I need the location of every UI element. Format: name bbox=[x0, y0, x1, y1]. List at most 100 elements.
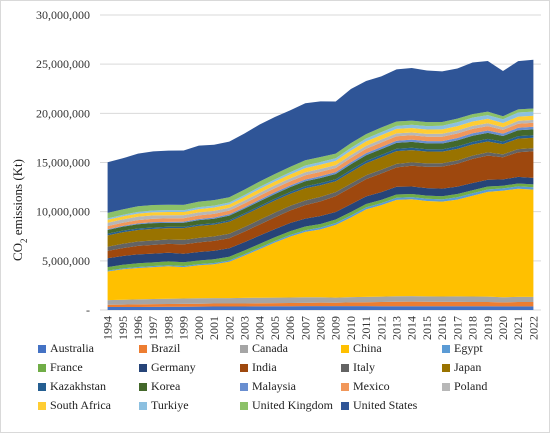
x-tick-label: 2008 bbox=[314, 316, 328, 340]
x-tick-label: 1995 bbox=[116, 316, 130, 340]
legend-swatch bbox=[240, 382, 248, 391]
legend-label: India bbox=[252, 360, 277, 374]
legend-item: Egypt bbox=[442, 341, 543, 356]
area-china bbox=[107, 188, 534, 301]
legend-item: United Kingdom bbox=[240, 398, 341, 413]
x-tick-label: 2002 bbox=[222, 316, 236, 340]
legend-label: Canada bbox=[252, 341, 288, 355]
y-tick-label: 20,000,000 bbox=[36, 106, 90, 120]
area-kazakhstan bbox=[107, 135, 534, 236]
legend-label: United States bbox=[353, 398, 418, 412]
legend-item: Australia bbox=[38, 341, 139, 356]
legend-label: Italy bbox=[353, 360, 375, 374]
area-egypt bbox=[107, 186, 534, 272]
legend-label: South Africa bbox=[50, 398, 111, 412]
area-japan bbox=[107, 137, 534, 247]
legend-label: Mexico bbox=[353, 379, 390, 393]
x-tick-label: 1998 bbox=[161, 316, 175, 340]
legend-swatch bbox=[341, 401, 349, 410]
y-tick-labels: - 5,000,000 10,000,000 15,000,000 20,000,000… bbox=[36, 8, 90, 317]
area-australia bbox=[107, 306, 534, 310]
x-tick-label: 2018 bbox=[466, 316, 480, 340]
x-tick-label: 2013 bbox=[390, 316, 404, 340]
area-canada bbox=[107, 296, 534, 305]
x-tick-label: 2016 bbox=[435, 316, 449, 340]
legend-swatch bbox=[240, 363, 248, 372]
x-tick-label: 1996 bbox=[131, 316, 145, 340]
x-tick-label: 2005 bbox=[268, 316, 282, 340]
legend-label: Turkiye bbox=[151, 398, 189, 412]
x-tick-label: 2003 bbox=[237, 316, 251, 340]
legend-item: Malaysia bbox=[240, 379, 341, 394]
x-tick-label: 2017 bbox=[450, 316, 464, 340]
legend-swatch bbox=[38, 363, 46, 372]
series-areas bbox=[107, 59, 534, 310]
area-korea bbox=[107, 129, 534, 234]
legend-item: Turkiye bbox=[139, 398, 240, 413]
x-tick-label: 2012 bbox=[374, 316, 388, 340]
y-tick-label: 30,000,000 bbox=[36, 8, 90, 22]
legend-swatch bbox=[139, 382, 147, 391]
y-axis-label-suffix: emissions (Kt) bbox=[10, 159, 25, 238]
area-india bbox=[107, 151, 534, 259]
legend-item: Kazakhstan bbox=[38, 379, 139, 394]
legend-label: China bbox=[353, 341, 382, 355]
x-tick-label: 2004 bbox=[253, 316, 267, 340]
area-united-states bbox=[107, 59, 534, 213]
legend-swatch bbox=[240, 401, 248, 410]
x-tick-label: 2001 bbox=[207, 316, 221, 340]
legend-item: Mexico bbox=[341, 379, 442, 394]
area-italy bbox=[107, 148, 534, 251]
legend-swatch bbox=[38, 382, 46, 391]
legend-swatch bbox=[442, 363, 450, 372]
legend-swatch bbox=[139, 344, 147, 353]
x-tick-label: 2009 bbox=[329, 316, 343, 340]
legend-label: Egypt bbox=[454, 341, 483, 355]
legend-item: Italy bbox=[341, 360, 442, 375]
legend-swatch bbox=[341, 363, 349, 372]
legend-label: Malaysia bbox=[252, 379, 296, 393]
legend-swatch bbox=[442, 344, 450, 353]
legend-label: United Kingdom bbox=[252, 398, 333, 412]
legend-swatch bbox=[442, 382, 450, 391]
legend-swatch bbox=[240, 344, 248, 353]
legend-swatch bbox=[38, 344, 46, 353]
area-mexico bbox=[107, 122, 534, 230]
x-tick-label: 2000 bbox=[192, 316, 206, 340]
legend-swatch bbox=[38, 401, 46, 410]
legend-label: Australia bbox=[50, 341, 94, 355]
legend-label: France bbox=[50, 360, 83, 374]
y-tick-label: - bbox=[86, 303, 90, 317]
legend-label: Japan bbox=[454, 360, 482, 374]
y-axis-label-subscript: 2 bbox=[19, 238, 29, 243]
x-tick-label: 2020 bbox=[496, 316, 510, 340]
x-tick-label: 2006 bbox=[283, 316, 297, 340]
legend-item: China bbox=[341, 341, 442, 356]
legend-item: India bbox=[240, 360, 341, 375]
legend-item: Japan bbox=[442, 360, 543, 375]
legend-item: United States bbox=[341, 398, 442, 413]
legend-swatch bbox=[139, 401, 147, 410]
y-axis-label: CO2 emissions (Kt) bbox=[10, 159, 29, 261]
legend-swatch bbox=[341, 382, 349, 391]
x-tick-label: 2019 bbox=[481, 316, 495, 340]
x-tick-label: 1997 bbox=[146, 316, 160, 340]
area-brazil bbox=[107, 301, 534, 308]
y-tick-label: 5,000,000 bbox=[42, 254, 90, 268]
x-tick-label: 2014 bbox=[405, 316, 419, 340]
legend-item: Germany bbox=[139, 360, 240, 375]
area-germany bbox=[107, 176, 534, 268]
legend-swatch bbox=[139, 363, 147, 372]
legend-item: Korea bbox=[139, 379, 240, 394]
legend-item: South Africa bbox=[38, 398, 139, 413]
area-france bbox=[107, 183, 534, 271]
legend-item: Canada bbox=[240, 341, 341, 356]
legend-label: Kazakhstan bbox=[50, 379, 106, 393]
chart-legend: Australia Brazil Canada China Egypt France Ger… bbox=[38, 341, 543, 413]
x-tick-label: 2007 bbox=[298, 316, 312, 340]
legend-item: Brazil bbox=[139, 341, 240, 356]
legend-item: Poland bbox=[442, 379, 543, 394]
legend-label: Brazil bbox=[151, 341, 181, 355]
y-tick-label: 10,000,000 bbox=[36, 205, 90, 219]
